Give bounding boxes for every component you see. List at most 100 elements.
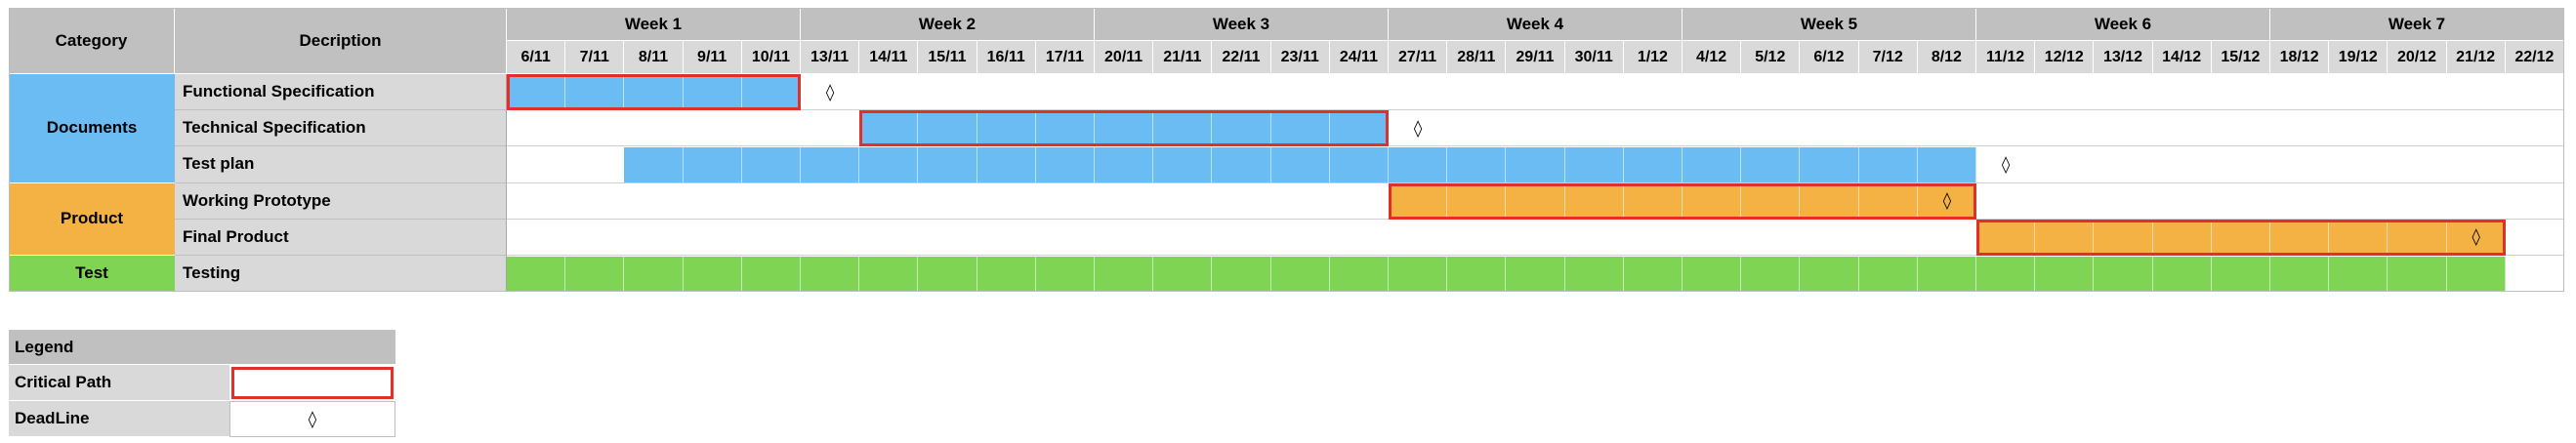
category-product: Product — [9, 182, 175, 256]
day-header: 15/11 — [918, 41, 977, 74]
task-bar-cell — [1153, 257, 1213, 292]
day-header: 13/12 — [2094, 41, 2153, 74]
task-bar-cell — [1153, 111, 1213, 146]
task-bar-cell — [2270, 257, 2330, 292]
task-bar-cell — [1741, 147, 1801, 182]
day-header: 12/12 — [2035, 41, 2095, 74]
task-bar-cell — [1800, 147, 1859, 182]
task-bar-cell — [1800, 257, 1859, 292]
task-bar-cell — [2094, 220, 2153, 255]
task-bar-cell — [1035, 147, 1095, 182]
week-header: Week 1 — [507, 8, 801, 41]
task-bar-cell — [1270, 147, 1330, 182]
task-bar-cell — [1858, 257, 1918, 292]
task-bar-cell — [624, 257, 684, 292]
task-bar-cell — [1035, 257, 1095, 292]
legend: Legend Critical Path DeadLine ◊ — [9, 330, 395, 437]
task-bar-cell — [976, 111, 1036, 146]
category-documents: Documents — [9, 74, 175, 183]
task-bar-cell — [1212, 147, 1271, 182]
task-bar-cell — [918, 147, 977, 182]
task-bar-cell — [1564, 147, 1624, 182]
legend-title-spacer — [229, 330, 395, 365]
legend-critical-swatch — [231, 367, 394, 399]
task-bar-cell — [1858, 183, 1918, 219]
task-bar-cell — [1564, 183, 1624, 219]
task-bar-cell — [1623, 257, 1683, 292]
task-bar-cell — [859, 147, 919, 182]
day-header: 21/11 — [1153, 41, 1213, 74]
task-bar-cell — [683, 147, 742, 182]
day-header: 29/11 — [1506, 41, 1565, 74]
task-name-final-product: Final Product — [175, 219, 507, 256]
task-bar-cell — [1035, 111, 1095, 146]
deadline-marker: ◊ — [1413, 118, 1423, 139]
task-bar-cell — [918, 111, 977, 146]
task-bar-cell — [1212, 111, 1271, 146]
task-bar-cell — [1447, 147, 1507, 182]
week-header: Week 7 — [2270, 8, 2564, 41]
day-header: 13/11 — [801, 41, 860, 74]
day-header: 24/11 — [1329, 41, 1389, 74]
task-bar-cell — [2211, 257, 2270, 292]
task-bar-cell — [2329, 257, 2389, 292]
task-bar-cell — [1917, 183, 1976, 219]
task-bar-cell — [918, 257, 977, 292]
legend-critical-label: Critical Path — [9, 365, 229, 401]
task-bar-cell — [976, 257, 1036, 292]
task-name-testing: Testing — [175, 256, 507, 293]
task-bar-cell — [1683, 183, 1742, 219]
task-bar-cell — [801, 257, 860, 292]
task-bar-cell — [1976, 220, 2036, 255]
task-bar-cell — [1683, 147, 1742, 182]
task-bar-cell — [1506, 183, 1565, 219]
task-bar-cell — [741, 257, 801, 292]
task-bar-cell — [1976, 257, 2036, 292]
task-bar-cell — [2329, 220, 2389, 255]
task-bar-cell — [1329, 147, 1389, 182]
day-header: 10/11 — [741, 41, 801, 74]
task-bar-cell — [1741, 257, 1801, 292]
legend-deadline-label: DeadLine — [9, 401, 229, 437]
day-header: 4/12 — [1683, 41, 1742, 74]
task-bar-cell — [1506, 147, 1565, 182]
task-bar-cell — [2270, 220, 2330, 255]
task-bar-cell — [1623, 147, 1683, 182]
week-header: Week 6 — [1976, 8, 2270, 41]
task-bar-cell — [683, 257, 742, 292]
task-bar-cell — [1447, 183, 1507, 219]
day-header: 20/11 — [1095, 41, 1154, 74]
task-bar-cell — [565, 75, 625, 110]
task-bar-cell — [2152, 257, 2212, 292]
task-bar-cell — [741, 75, 801, 110]
day-header: 21/12 — [2446, 41, 2506, 74]
task-bar-cell — [683, 75, 742, 110]
day-header: 11/12 — [1976, 41, 2036, 74]
task-bar-cell — [2035, 220, 2095, 255]
task-name-technical-specification: Technical Specification — [175, 110, 507, 147]
task-bar-cell — [1389, 257, 1448, 292]
task-bar-cell — [976, 147, 1036, 182]
week-header: Week 4 — [1389, 8, 1683, 41]
task-bar-cell — [2211, 220, 2270, 255]
task-bar-cell — [859, 257, 919, 292]
deadline-marker: ◊ — [825, 82, 835, 102]
week-header: Week 2 — [801, 8, 1095, 41]
task-bar-cell — [1917, 257, 1976, 292]
task-bar-cell — [801, 147, 860, 182]
day-header: 17/11 — [1035, 41, 1095, 74]
day-header: 9/11 — [683, 41, 742, 74]
task-bar-cell — [1623, 183, 1683, 219]
task-bar-cell — [1683, 257, 1742, 292]
description-header: Decription — [175, 8, 507, 74]
task-bar-cell — [507, 257, 566, 292]
task-bar-cell — [1917, 147, 1976, 182]
task-bar-cell — [1270, 257, 1330, 292]
task-name-working-prototype: Working Prototype — [175, 182, 507, 220]
day-header: 8/12 — [1917, 41, 1976, 74]
task-bar-cell — [565, 257, 625, 292]
task-bar-cell — [507, 75, 566, 110]
task-bar-cell — [2446, 220, 2506, 255]
day-header: 22/11 — [1212, 41, 1271, 74]
task-bar-cell — [1153, 147, 1213, 182]
